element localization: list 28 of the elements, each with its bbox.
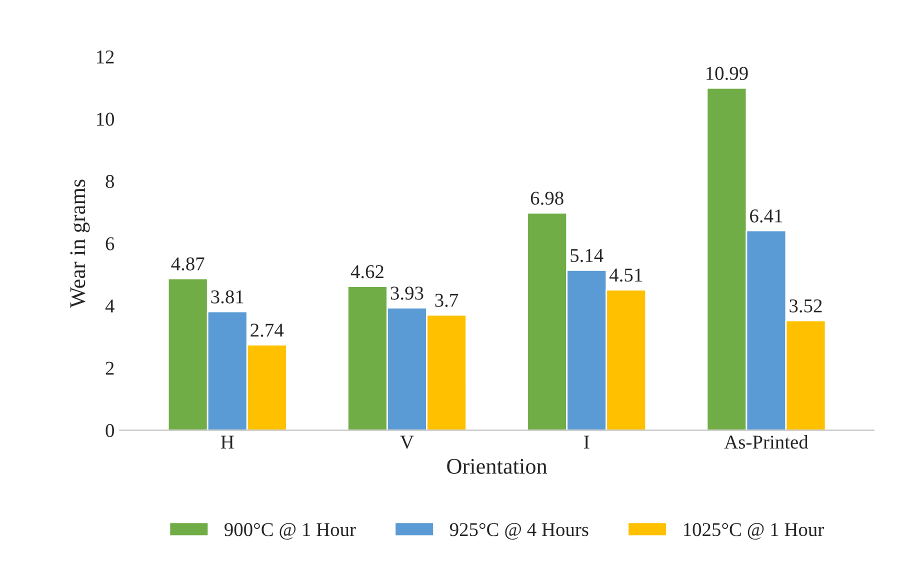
legend-label: 925°C @ 4 Hours <box>450 523 588 540</box>
x-tick-label: H <box>220 436 234 449</box>
data-label: 5.14 <box>570 249 604 262</box>
data-label: 6.41 <box>750 209 782 223</box>
data-label: 2.74 <box>250 324 284 337</box>
legend-label: 900°C @ 1 Hour <box>224 523 356 540</box>
data-label: 3.81 <box>211 290 244 304</box>
data-label: 10.99 <box>706 66 748 80</box>
y-tick-label: 12 <box>97 50 114 64</box>
y-tick-label: 0 <box>106 424 114 438</box>
y-tick-label: 8 <box>106 174 114 188</box>
data-label: 4.87 <box>171 257 204 271</box>
data-label: 4.51 <box>609 268 642 282</box>
data-label: 3.93 <box>390 286 424 300</box>
y-tick-label: 2 <box>106 362 114 375</box>
y-tick-label: 6 <box>106 237 114 250</box>
data-label: 3.7 <box>435 294 458 307</box>
x-tick-label: As-Printed <box>724 435 808 449</box>
y-tick-label: 4 <box>105 300 114 312</box>
data-label: 3.52 <box>790 299 822 313</box>
y-tick-label: 10 <box>97 112 114 126</box>
data-label: 4.62 <box>350 265 384 278</box>
x-tick-label: I <box>584 436 590 449</box>
y-axis-title: Wear in grams <box>70 180 90 308</box>
data-label: 6.98 <box>530 192 564 205</box>
legend-label: 1025°C @ 1 Hour <box>684 523 824 540</box>
x-axis-title: Orientation <box>447 458 548 474</box>
x-tick-label: V <box>400 436 414 449</box>
